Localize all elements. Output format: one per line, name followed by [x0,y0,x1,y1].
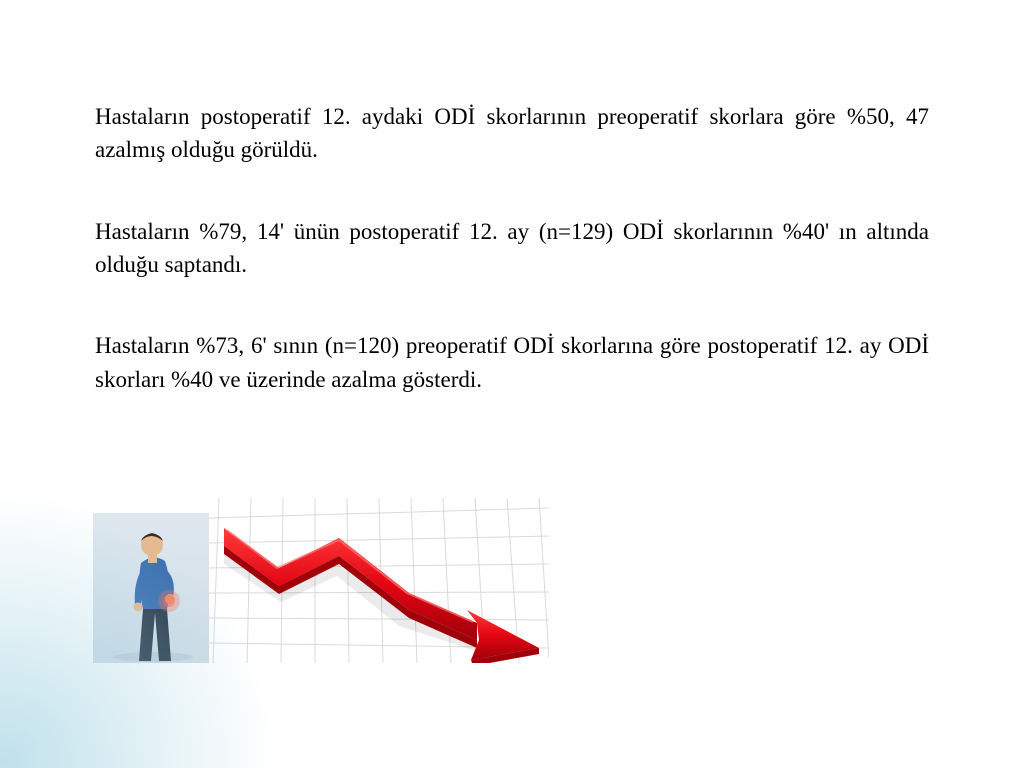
decline-arrow-icon [209,498,549,663]
slide: Hastaların postoperatif 12. aydaki ODİ s… [0,0,1024,768]
decline-chart [209,498,549,663]
paragraph-2: Hastaların %79, 14' ünün postoperatif 12… [95,215,929,282]
paragraph-1: Hastaların postoperatif 12. aydaki ODİ s… [95,100,929,167]
image-row [93,498,549,663]
paragraph-3: Hastaların %73, 6' sının (n=120) preoper… [95,329,929,396]
back-pain-image [93,513,211,663]
person-icon [93,513,211,663]
